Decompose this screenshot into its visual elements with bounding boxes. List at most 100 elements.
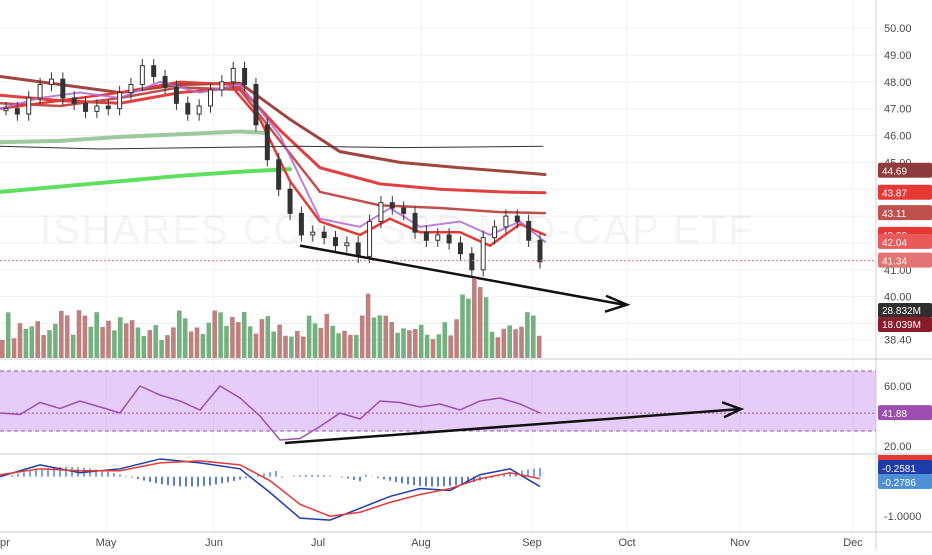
time-tick-label: May [96, 537, 117, 549]
volume-bar [230, 316, 235, 358]
volume-bar [177, 310, 182, 358]
volume-bar [11, 338, 17, 358]
price-tag-label: 44.69 [882, 167, 907, 178]
candle-body [412, 212, 418, 233]
price-tick-label: 38.40 [884, 335, 912, 347]
volume-bar [312, 323, 318, 358]
candle-body [128, 84, 134, 94]
candles-group [3, 58, 543, 277]
macd-tag-bg [878, 460, 932, 475]
candle-body [48, 78, 54, 86]
candle-body [37, 84, 43, 99]
ma-30-red [0, 85, 547, 215]
price-tag-bg [878, 252, 932, 268]
candle-body [264, 124, 270, 161]
volume-bar [35, 321, 40, 358]
volume-bar [442, 322, 448, 358]
volume-bar [236, 322, 241, 358]
price-tick-label: 49.00 [884, 50, 912, 62]
candle-body [446, 234, 452, 244]
time-tick-label: Oct [618, 537, 635, 549]
volume-bar [354, 334, 359, 358]
volume-bar [123, 323, 129, 358]
candle-body [94, 105, 100, 112]
candle-body [367, 220, 373, 257]
volume-bar [295, 330, 300, 358]
volume-bar [283, 335, 288, 358]
volume-bar [241, 311, 247, 358]
candle-body [208, 89, 214, 107]
volume-bar [519, 326, 524, 358]
macd-tick-label: -1.0000 [884, 511, 921, 523]
price-tag-label: 42.04 [882, 238, 907, 249]
candle-body [185, 102, 191, 115]
price-tick-label: 40.00 [884, 292, 912, 304]
price-tick-label: 50.00 [884, 23, 912, 35]
macd-signal-line [0, 460, 541, 517]
macd-tag-label: -0.2581 [882, 464, 916, 475]
rsi-tick-label: 20.00 [884, 441, 912, 453]
candle-body [219, 81, 225, 91]
volume-tag-bg [878, 317, 932, 332]
candle-body [242, 67, 248, 86]
candle-body [537, 239, 543, 263]
volume-bar [265, 316, 271, 358]
volume-bar [194, 327, 200, 358]
candle-body [469, 253, 475, 271]
volume-bar [5, 312, 11, 358]
candle-body [321, 231, 327, 239]
candle-body [60, 78, 66, 99]
candle-body [503, 215, 509, 228]
time-tick-label: Nov [730, 537, 750, 549]
volume-bar [401, 328, 406, 358]
candle-body [526, 220, 532, 241]
candle-body [83, 102, 89, 112]
volume-bar [318, 327, 324, 358]
volume-bar [112, 330, 117, 358]
candle-body [480, 237, 486, 271]
volume-bar [147, 330, 153, 358]
volume-bar [365, 293, 371, 358]
volume-bar [188, 331, 194, 358]
volume-bar [47, 330, 52, 358]
candle-body [332, 237, 338, 247]
volume-bar [53, 323, 58, 358]
candle-body [196, 105, 202, 115]
price-tick-label: 41.00 [884, 265, 912, 277]
volume-bar [377, 315, 383, 358]
price-tick-label: 48.00 [884, 77, 912, 89]
volume-bar [253, 333, 259, 358]
volume-bar [342, 330, 347, 358]
candle-body [344, 242, 350, 247]
candle-body [151, 65, 157, 77]
time-tick-label: Aug [411, 537, 431, 549]
volume-bar [70, 334, 76, 358]
volume-bar [483, 297, 489, 358]
candle-body [310, 231, 316, 236]
candle-body [26, 97, 32, 115]
price-trendline [299, 244, 625, 306]
volume-bar [306, 315, 312, 358]
rsi-trendline-arrowhead [721, 401, 745, 419]
volume-bar [324, 313, 330, 358]
volume-bar [395, 332, 400, 358]
volume-tag-bg [878, 303, 932, 318]
volume-bar [224, 325, 229, 358]
candle-body [401, 207, 407, 214]
ma-10-purple [0, 80, 546, 243]
volume-bar [507, 325, 512, 358]
time-tick-label: Jun [205, 537, 223, 549]
volume-bar [0, 340, 5, 358]
volume-bar [536, 335, 542, 358]
price-tick-label: 47.00 [884, 104, 912, 116]
volume-bar [495, 337, 501, 358]
candle-body [117, 92, 123, 110]
volume-bar [472, 277, 477, 358]
candle-body [14, 108, 20, 115]
volume-bar [348, 334, 353, 358]
volume-bar [141, 335, 147, 358]
volume-bar [289, 336, 294, 358]
time-tick-label: pr [0, 537, 10, 549]
